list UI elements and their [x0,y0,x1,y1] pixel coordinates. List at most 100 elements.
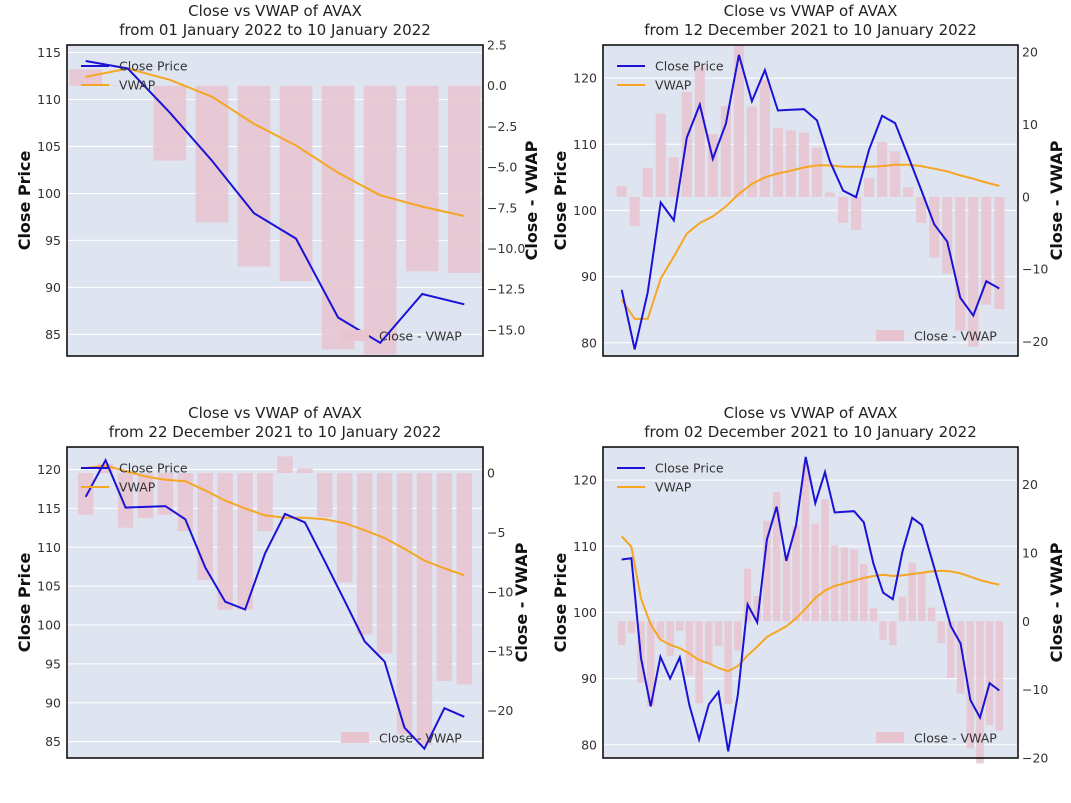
y-tick-label: 90 [45,695,61,710]
bar-close-vwap [153,85,187,161]
bar-close-vwap [197,473,214,580]
bar-close-vwap [830,545,839,622]
chart-title: Close vs VWAP of AVAX [724,404,898,422]
bar-close-vwap [837,196,849,223]
bar-close-vwap [642,167,653,197]
y-tick-label: 115 [37,45,61,60]
bar-close-vwap [877,141,888,197]
legend-vwap-label: VWAP [119,78,156,93]
y-tick-label: 95 [45,656,61,671]
bar-close-vwap [646,621,655,707]
bar-close-vwap [627,621,636,633]
bar-close-vwap [976,621,984,764]
chart-subtitle: from 02 December 2021 to 10 January 2022 [644,423,977,441]
y2-tick-label: −20 [487,703,513,718]
y2-tick-label: −5 [487,525,505,540]
y2-tick-label: −20 [1022,334,1048,349]
bar-close-vwap [811,523,820,622]
legend-close-label: Close Price [119,59,188,74]
y-tick-label: 80 [581,335,597,350]
bar-close-vwap [217,473,233,610]
plot-background [67,447,483,758]
bar-close-vwap [942,196,953,274]
y-tick-label: 85 [45,327,61,342]
bar-close-vwap [616,186,627,197]
plot-frame [602,446,1019,759]
bar-close-vwap [363,85,397,355]
legend-bar-swatch [341,330,369,341]
bar-close-vwap [759,79,771,197]
y-tick-label: 80 [581,737,597,752]
bar-close-vwap [733,45,744,197]
y-tick-label: 105 [37,579,61,594]
legend-vwap-label: VWAP [655,78,692,93]
bar-close-vwap [824,192,836,197]
bar-close-vwap [277,456,293,474]
y2-axis-label: Close - VWAP [522,140,541,260]
y2-tick-label: 0 [487,466,495,481]
bar-close-vwap [456,473,473,685]
y-tick-label: 100 [37,186,61,201]
plot-frame [66,44,484,357]
y2-tick-label: 20 [1022,477,1038,492]
legend-vwap-label: VWAP [655,480,692,495]
bar-close-vwap [937,621,946,644]
legend-vwap-label: VWAP [119,480,156,495]
y-axis-label: Close Price [15,151,34,251]
close-price-line [84,457,465,751]
bar-close-vwap [668,157,679,197]
bar-close-vwap [782,553,791,622]
y-tick-label: 120 [573,71,597,86]
bar-close-vwap [111,85,145,87]
y-tick-label: 110 [573,137,597,152]
bar-close-vwap [821,498,829,622]
bar-close-vwap [356,473,373,635]
y2-tick-label: −12.5 [487,282,525,297]
y2-tick-label: −2.5 [487,119,517,134]
bar-close-vwap [927,607,936,622]
bar-close-vwap [947,621,955,679]
y2-tick-label: −10 [1022,682,1048,697]
y2-tick-label: 2.5 [487,38,507,53]
bar-close-vwap [994,196,1005,309]
bar-close-vwap [195,85,229,223]
y-axis-label: Close Price [15,553,34,653]
bar-close-vwap [908,563,916,622]
chart-title: Close vs VWAP of AVAX [724,2,898,20]
bar-close-vwap [903,187,914,197]
bar-close-vwap [436,473,453,681]
bar-close-vwap [376,473,393,654]
y-tick-label: 115 [37,501,61,516]
chart-panel-3: 85 90 95 100 105 110 115 120 0 −5 −10 −15 −20 Close v… [15,404,531,759]
y-tick-label: 85 [45,734,61,749]
close-price-line [85,60,465,345]
bar-close-vwap [772,492,781,622]
close-price-line [621,456,1000,752]
bar-close-vwap [69,69,103,86]
bar-close-vwap [879,621,887,640]
bar-close-vwap [629,196,640,226]
bar-close-vwap [297,468,313,474]
legend-close-label: Close Price [119,461,188,476]
bar-close-vwap [889,621,897,646]
bar-close-vwap [981,196,992,305]
bar-close-vwap [117,473,134,528]
bar-close-vwap [798,132,810,197]
bar-close-vwap [237,473,253,610]
bar-close-vwap [850,549,858,622]
y-tick-label: 120 [37,462,61,477]
bar-close-vwap [77,473,94,515]
plot-frame [66,446,484,759]
y-tick-label: 100 [37,618,61,633]
bar-close-vwap [763,520,771,622]
bar-close-vwap [655,113,666,197]
vwap-line [85,67,465,217]
bar-close-vwap [707,133,718,197]
y2-tick-label: 10 [1022,545,1038,560]
bar-close-vwap [746,106,757,197]
y-tick-label: 110 [37,92,61,107]
y2-tick-label: −10.0 [487,241,525,256]
bar-close-vwap [237,85,271,267]
bar-close-vwap [968,196,979,347]
